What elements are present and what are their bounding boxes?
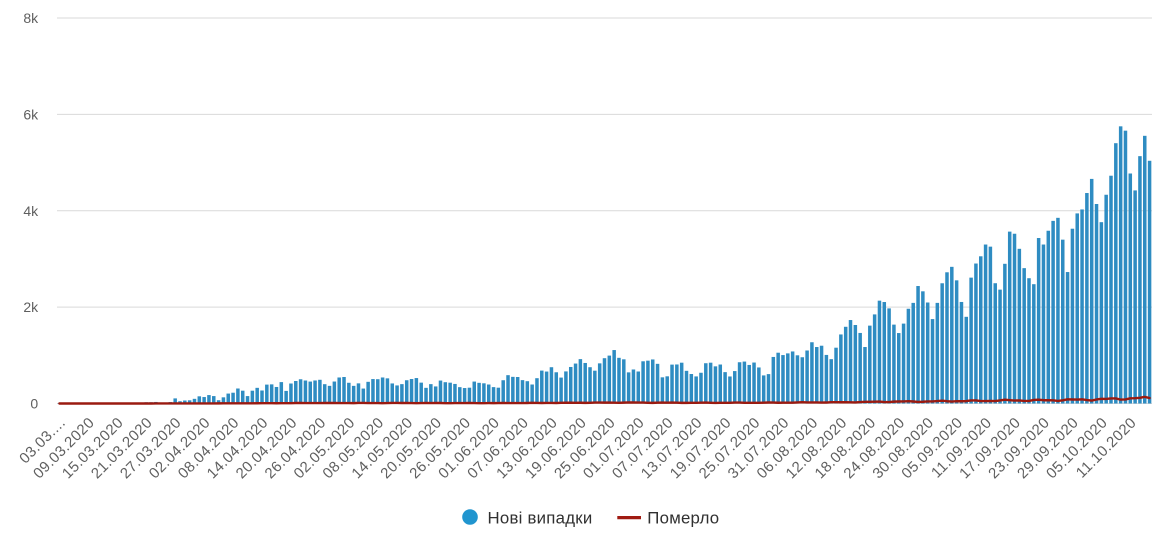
svg-text:8k: 8k: [23, 10, 39, 26]
svg-text:Нові випадки: Нові випадки: [488, 508, 593, 527]
svg-text:4k: 4k: [23, 203, 39, 219]
svg-text:0: 0: [30, 396, 38, 412]
svg-text:2k: 2k: [23, 299, 39, 315]
svg-text:Померло: Померло: [647, 508, 719, 527]
svg-text:6k: 6k: [23, 106, 39, 122]
